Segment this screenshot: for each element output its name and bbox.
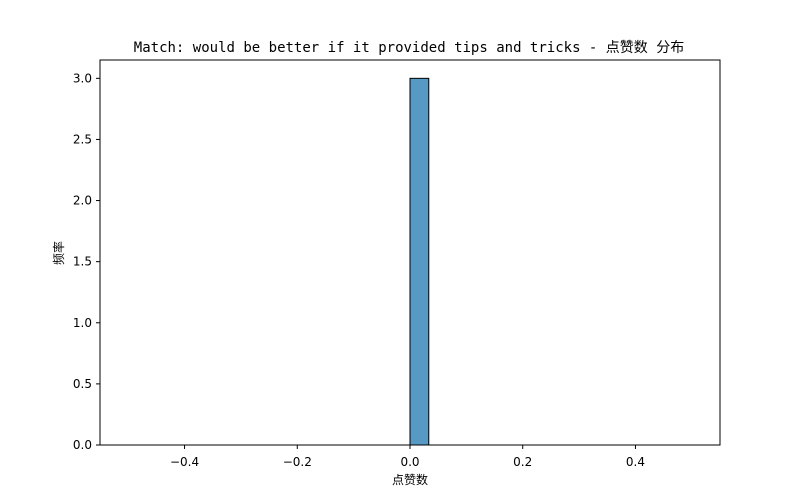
y-axis: 0.0 0.5 1.0 1.5 2.0 2.5 3.0 [73, 71, 100, 452]
plot-area [128, 77, 692, 446]
y-tick-label: 0.5 [73, 377, 92, 391]
x-tick-label: 0.4 [626, 455, 645, 469]
x-axis-label: 点赞数 [392, 472, 428, 487]
y-tick-label: 0.0 [73, 438, 92, 452]
chart-title: Match: would be better if it provided ti… [134, 40, 684, 56]
y-tick-label: 2.5 [73, 132, 92, 146]
histogram-bar-0 [409, 77, 430, 446]
y-axis-label: 频率 [51, 241, 66, 265]
x-tick-label: −0.4 [170, 455, 199, 469]
y-tick-label: 1.5 [73, 255, 92, 269]
y-tick-label: 2.0 [73, 194, 92, 208]
x-axis: −0.4 −0.2 0.0 0.2 0.4 [170, 445, 645, 469]
x-tick-label: 0.2 [513, 455, 532, 469]
y-tick-label: 3.0 [73, 71, 92, 85]
y-tick-label: 1.0 [73, 316, 92, 330]
x-tick-label: −0.2 [283, 455, 312, 469]
x-tick-label: 0.0 [400, 455, 419, 469]
